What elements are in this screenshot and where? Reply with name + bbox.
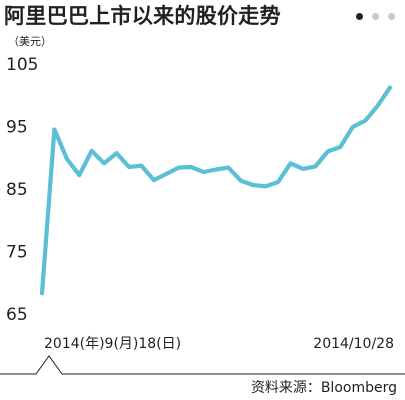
y-tick-label-75: 75: [6, 243, 28, 263]
source-note: 资料来源：Bloomberg: [250, 380, 397, 396]
carousel-dot-3[interactable]: [388, 13, 395, 20]
x-axis: 2014(年)9(月)18(日) 2014/10/28: [0, 336, 405, 375]
y-axis-ticks: 105 95 85 75 65: [6, 55, 38, 325]
x-tick-label-start: 2014(年)9(月)18(日): [44, 336, 181, 352]
series-layer: [39, 85, 393, 296]
y-axis-unit: （美元）: [8, 35, 52, 48]
carousel-dot-1[interactable]: [356, 13, 363, 20]
y-tick-label-95: 95: [6, 118, 28, 138]
y-tick-label-85: 85: [6, 180, 28, 200]
chart-title: 阿里巴巴上市以来的股价走势: [4, 4, 281, 28]
y-tick-label-65: 65: [6, 305, 28, 325]
x-axis-line: [0, 355, 405, 375]
series-line-1: [39, 85, 393, 296]
x-tick-label-end: 2014/10/28: [313, 336, 394, 352]
y-tick-label-105: 105: [6, 55, 38, 75]
carousel-dot-2[interactable]: [372, 13, 379, 20]
